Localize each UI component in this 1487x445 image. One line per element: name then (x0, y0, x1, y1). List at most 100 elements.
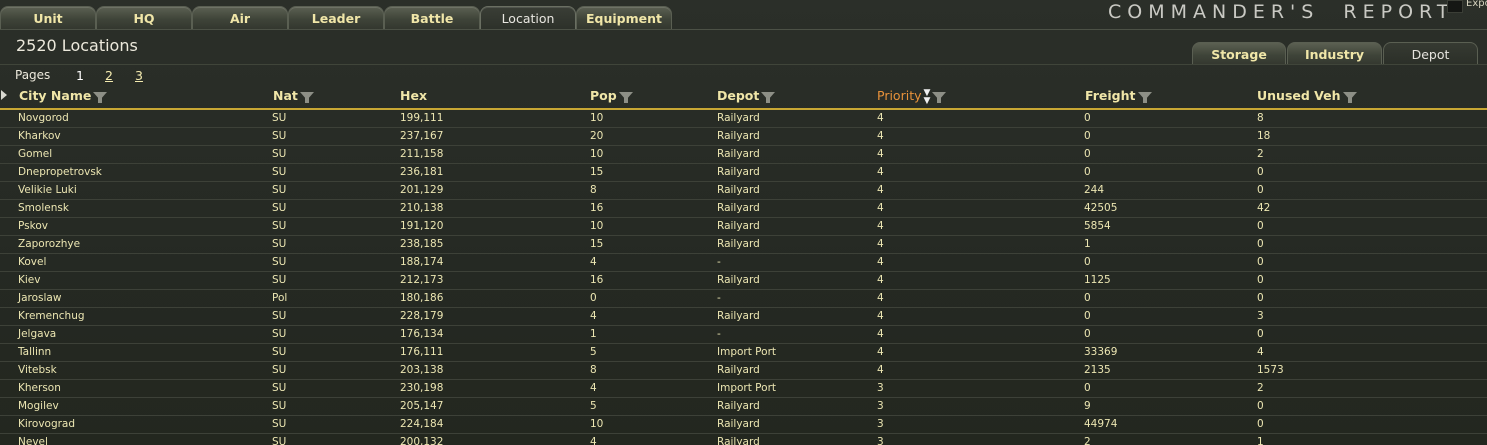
cell-nat: SU (272, 202, 287, 214)
cell-nat: Pol (272, 292, 288, 304)
table-row[interactable]: Kremenchug SU 228,179 4 Railyard 4 0 3 (0, 308, 1487, 326)
table-row[interactable]: Vitebsk SU 203,138 8 Railyard 4 2135 1573 (0, 362, 1487, 380)
table-row[interactable]: Jaroslaw Pol 180,186 0 - 4 0 0 (0, 290, 1487, 308)
cell-freight: 42505 (1084, 202, 1118, 214)
filter-icon[interactable] (1137, 91, 1152, 103)
column-header-unused-veh[interactable]: Unused Veh (1257, 88, 1357, 103)
filter-icon[interactable] (1342, 91, 1357, 103)
cell-city: Kiev (18, 274, 41, 286)
tab-hq[interactable]: HQ (96, 6, 192, 29)
cell-unused-veh: 0 (1257, 274, 1264, 286)
filter-icon[interactable] (618, 91, 633, 103)
cell-city: Kherson (18, 382, 61, 394)
table-row[interactable]: Gomel SU 211,158 10 Railyard 4 0 2 (0, 146, 1487, 164)
cell-freight: 44974 (1084, 418, 1118, 430)
cell-priority: 4 (877, 112, 884, 124)
cell-unused-veh: 0 (1257, 166, 1264, 178)
cell-freight: 0 (1084, 148, 1091, 160)
cell-hex: 236,181 (400, 166, 444, 178)
cell-freight: 0 (1084, 382, 1091, 394)
cell-unused-veh: 0 (1257, 400, 1264, 412)
cell-pop: 10 (590, 418, 604, 430)
page-link-1[interactable]: 1 (76, 68, 84, 83)
cell-freight: 33369 (1084, 346, 1118, 358)
filter-icon[interactable] (761, 91, 776, 103)
table-row[interactable]: Velikie Luki SU 201,129 8 Railyard 4 244 0 (0, 182, 1487, 200)
cell-unused-veh: 8 (1257, 112, 1264, 124)
cell-depot: Railyard (717, 220, 760, 232)
column-header-depot[interactable]: Depot (717, 88, 776, 103)
tab-battle[interactable]: Battle (384, 6, 480, 29)
table-row[interactable]: Kiev SU 212,173 16 Railyard 4 1125 0 (0, 272, 1487, 290)
cell-unused-veh: 2 (1257, 382, 1264, 394)
table-row[interactable]: Kirovograd SU 224,184 10 Railyard 3 44974 0 (0, 416, 1487, 434)
table-row[interactable]: Pskov SU 191,120 10 Railyard 4 5854 0 (0, 218, 1487, 236)
locations-count-heading: 2520 Locations (16, 36, 138, 55)
cell-priority: 4 (877, 184, 884, 196)
cell-freight: 9 (1084, 400, 1091, 412)
cell-pop: 1 (590, 328, 597, 340)
tab-air[interactable]: Air (192, 6, 288, 29)
cell-pop: 10 (590, 220, 604, 232)
cell-pop: 4 (590, 382, 597, 394)
filter-icon[interactable] (299, 91, 314, 103)
cell-city: Pskov (18, 220, 48, 232)
tab-location[interactable]: Location (480, 6, 576, 29)
cell-pop: 0 (590, 292, 597, 304)
tab-leader[interactable]: Leader (288, 6, 384, 29)
cell-nat: SU (272, 400, 287, 412)
cell-depot: Railyard (717, 436, 760, 445)
cell-city: Jaroslaw (18, 292, 62, 304)
cell-hex: 200,132 (400, 436, 444, 445)
tab-unit[interactable]: Unit (0, 6, 96, 29)
cell-depot: - (717, 328, 721, 340)
column-header-city-name[interactable]: City Name (19, 88, 108, 103)
cell-nat: SU (272, 130, 287, 142)
cell-depot: Railyard (717, 418, 760, 430)
cell-hex: 237,167 (400, 130, 444, 142)
cell-pop: 5 (590, 346, 597, 358)
cell-city: Tallinn (18, 346, 52, 358)
cell-unused-veh: 0 (1257, 220, 1264, 232)
page-link-2[interactable]: 2 (105, 68, 113, 83)
table-row[interactable]: Nevel SU 200,132 4 Railyard 3 2 1 (0, 434, 1487, 445)
subtab-divider (0, 64, 1487, 65)
filter-icon[interactable] (93, 91, 108, 103)
column-header-hex[interactable]: Hex (400, 88, 428, 103)
tab-equipment[interactable]: Equipment (576, 6, 672, 29)
report-tab-bar: Unit HQ Air Leader Battle Location Equip… (0, 0, 1487, 30)
cell-depot: Railyard (717, 184, 760, 196)
table-row[interactable]: Kovel SU 188,174 4 - 4 0 0 (0, 254, 1487, 272)
filter-icon[interactable] (932, 91, 947, 103)
column-header-priority[interactable]: Priority ▼ ▼ (877, 88, 947, 105)
column-header-freight[interactable]: Freight (1085, 88, 1152, 103)
cell-depot: Import Port (717, 382, 777, 394)
table-row[interactable]: Mogilev SU 205,147 5 Railyard 3 9 0 (0, 398, 1487, 416)
export-checkbox[interactable] (1447, 0, 1463, 13)
cell-nat: SU (272, 148, 287, 160)
subtab-storage[interactable]: Storage (1192, 42, 1286, 65)
cell-city: Mogilev (18, 400, 59, 412)
cell-unused-veh: 42 (1257, 202, 1271, 214)
table-row[interactable]: Kherson SU 230,198 4 Import Port 3 0 2 (0, 380, 1487, 398)
table-row[interactable]: Kharkov SU 237,167 20 Railyard 4 0 18 (0, 128, 1487, 146)
table-row[interactable]: Tallinn SU 176,111 5 Import Port 4 33369 4 (0, 344, 1487, 362)
cell-depot: Railyard (717, 274, 760, 286)
table-row[interactable]: Novgorod SU 199,111 10 Railyard 4 0 8 (0, 110, 1487, 128)
column-header-pop[interactable]: Pop (590, 88, 633, 103)
export-label: Expo (1466, 0, 1487, 9)
cell-pop: 4 (590, 436, 597, 445)
cell-hex: 176,134 (400, 328, 444, 340)
cell-priority: 4 (877, 238, 884, 250)
cell-nat: SU (272, 346, 287, 358)
table-row[interactable]: Smolensk SU 210,138 16 Railyard 4 42505 42 (0, 200, 1487, 218)
table-row[interactable]: Dnepropetrovsk SU 236,181 15 Railyard 4 0 0 (0, 164, 1487, 182)
page-link-3[interactable]: 3 (135, 68, 143, 83)
table-row[interactable]: Jelgava SU 176,134 1 - 4 0 0 (0, 326, 1487, 344)
column-header-nat[interactable]: Nat (273, 88, 314, 103)
subtab-industry[interactable]: Industry (1287, 42, 1382, 65)
cell-unused-veh: 3 (1257, 310, 1264, 322)
subtab-depot[interactable]: Depot (1383, 42, 1478, 65)
table-row[interactable]: Zaporozhye SU 238,185 15 Railyard 4 1 0 (0, 236, 1487, 254)
